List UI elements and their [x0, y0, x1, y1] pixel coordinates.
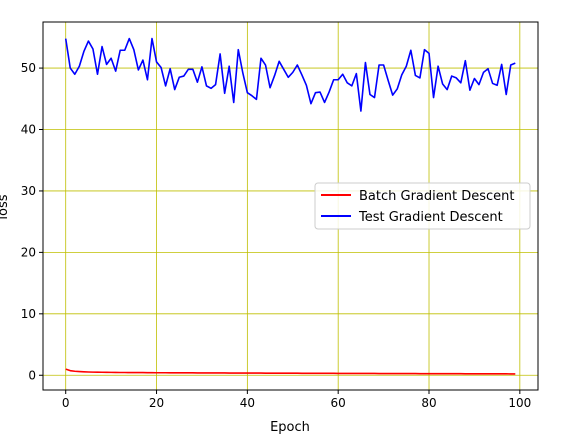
y-tick-label: 10	[21, 307, 36, 321]
x-axis-label: Epoch	[270, 420, 310, 435]
x-tick-label: 100	[508, 396, 531, 410]
y-axis-label: loss	[0, 194, 11, 219]
series-line-test-gradient-descent	[64, 37, 516, 112]
x-tick-label: 60	[331, 396, 346, 410]
x-axis-ticks: 0 20 40 60 80 100	[62, 390, 531, 410]
legend: Batch Gradient Descent Test Gradient Des…	[314, 182, 531, 230]
x-tick-label: 40	[240, 396, 255, 410]
legend-box	[314, 182, 531, 230]
y-tick-label: 40	[21, 123, 36, 137]
y-tick-label: 0	[28, 368, 36, 382]
legend-label-test: Test Gradient Descent	[358, 210, 503, 225]
y-tick-label: 30	[21, 184, 36, 198]
y-axis-ticks: 0 10 20 30 40 50	[21, 61, 43, 382]
plot-frame	[42, 21, 539, 391]
x-tick-label: 80	[421, 396, 436, 410]
y-tick-label: 50	[21, 61, 36, 75]
x-tick-label: 0	[62, 396, 70, 410]
y-tick-label: 20	[21, 245, 36, 259]
series-line-batch-gradient-descent	[65, 368, 516, 375]
legend-label-batch: Batch Gradient Descent	[359, 189, 514, 204]
series-layer	[64, 37, 516, 375]
x-tick-label: 20	[149, 396, 164, 410]
